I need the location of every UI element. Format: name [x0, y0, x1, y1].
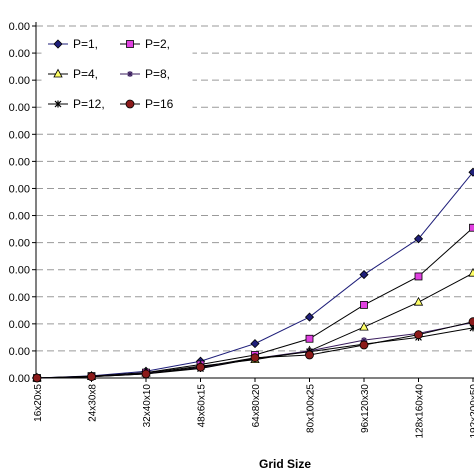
- legend-marker: [127, 71, 133, 77]
- data-point: [32, 373, 42, 383]
- grid-lines: [36, 25, 474, 352]
- legend-label: P=16: [145, 97, 174, 111]
- data-point: [250, 339, 260, 349]
- data-point: [360, 300, 368, 309]
- x-tick-label: 128x160x40: [415, 384, 426, 439]
- legend-label: P=1,: [73, 37, 98, 51]
- data-point: [469, 223, 474, 232]
- data-point: [305, 334, 314, 343]
- legend-marker: [54, 100, 62, 108]
- y-tick-label: 0.00: [9, 183, 30, 195]
- x-tick-label: 96x120x30: [360, 384, 371, 433]
- x-tick-label: 32x40x10: [142, 384, 153, 428]
- x-tick-label: 64x80x20: [251, 384, 262, 428]
- series-line: [36, 322, 474, 379]
- x-tick-label: 24x30x8: [88, 384, 99, 422]
- legend-marker: [53, 39, 63, 49]
- legend-marker: [126, 40, 134, 48]
- y-tick-label: 0.00: [9, 129, 30, 141]
- legend-item: P=2,: [120, 37, 170, 51]
- axes: 0.00 0.00 0.00 0.00 0.00 0.00 0.00 0.00 0.00 0.00…: [9, 21, 474, 439]
- y-tick-label: 0.00: [9, 48, 30, 60]
- data-point: [250, 353, 260, 363]
- legend-item: P=8,: [120, 67, 170, 81]
- data-point: [468, 267, 474, 277]
- data-point: [359, 270, 369, 280]
- x-axis-title: Grid Size: [259, 457, 311, 471]
- legend-item: P=1,: [48, 37, 98, 51]
- legend-item: P=4,: [48, 67, 98, 81]
- y-tick-label: 0.00: [9, 211, 30, 223]
- y-tick-label: 0.00: [9, 373, 30, 385]
- y-tick-label: 0.00: [9, 156, 30, 168]
- y-tick-label: 0.00: [9, 319, 30, 331]
- data-point: [413, 234, 424, 244]
- data-point: [305, 350, 314, 360]
- data-point: [304, 312, 315, 322]
- legend-marker: [53, 68, 63, 78]
- data-point: [468, 317, 474, 327]
- legend-label: P=4,: [73, 67, 98, 81]
- data-point: [87, 372, 96, 382]
- data-point: [359, 340, 369, 350]
- series-1: [32, 167, 474, 383]
- legend: P=1, P=2, P=4, P=8, P=12, P=16: [41, 27, 193, 121]
- legend-label: P=12,: [73, 97, 105, 111]
- x-tick-label: 48x60x15: [197, 384, 208, 428]
- x-tick-label: 16x20x5: [33, 384, 44, 422]
- y-tick-label: 0.00: [9, 238, 30, 250]
- y-tick-label: 0.00: [9, 265, 30, 277]
- data-point: [361, 337, 367, 344]
- legend-item: P=12,: [48, 97, 105, 111]
- legend-item: P=16: [120, 97, 174, 111]
- legend-label: P=2,: [145, 37, 170, 51]
- legend-marker: [125, 99, 135, 109]
- series-line: [36, 321, 474, 379]
- x-tick-label: 80x100x25: [306, 384, 317, 433]
- y-tick-label: 0.00: [9, 21, 30, 33]
- data-point: [359, 321, 369, 331]
- data-point: [468, 167, 474, 177]
- series-4: [34, 319, 474, 381]
- data-point: [414, 272, 423, 281]
- data-point: [196, 362, 205, 372]
- y-tick-label: 0.00: [9, 346, 30, 358]
- y-tick-label: 0.00: [9, 75, 30, 87]
- series-3: [32, 267, 474, 382]
- y-tick-label: 0.00: [9, 102, 30, 114]
- legend-label: P=8,: [145, 67, 170, 81]
- x-tick-label: 192x200x50: [469, 384, 474, 439]
- data-point: [413, 296, 424, 306]
- data-point: [414, 330, 423, 340]
- series-lines: [32, 167, 474, 383]
- series-6: [32, 317, 474, 383]
- y-tick-label: 0.00: [9, 292, 30, 304]
- data-point: [141, 369, 151, 379]
